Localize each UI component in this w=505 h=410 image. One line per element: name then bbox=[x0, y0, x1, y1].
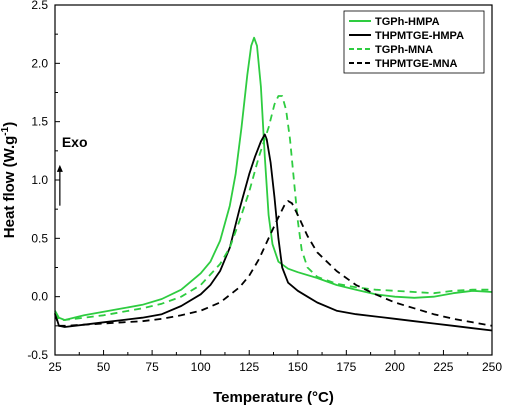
series-line-tgph-hmpa bbox=[54, 36, 493, 321]
legend: TGPh-HMPA THPMTGE-HMPA TGPh-MNA THPMTGE-MNA bbox=[343, 10, 485, 74]
y-tick-label: 1.5 bbox=[31, 115, 48, 129]
exo-label: Exo bbox=[62, 134, 88, 150]
y-axis-title-main: Heat flow (W.g bbox=[1, 136, 18, 239]
x-tick-label: 100 bbox=[191, 360, 211, 374]
x-tick-label: 25 bbox=[48, 360, 62, 374]
legend-entry: TGPh-HMPA bbox=[375, 16, 440, 28]
x-tick-label: 75 bbox=[145, 360, 159, 374]
y-axis-title-sup: -1 bbox=[0, 126, 11, 135]
legend-entry: TGPh-MNA bbox=[375, 44, 433, 56]
legend-entry: THPMTGE-MNA bbox=[375, 58, 458, 70]
series-line-tgph-mna bbox=[54, 95, 492, 321]
exo-annotation: Exo bbox=[56, 134, 88, 206]
series-line-thpmtge-mna bbox=[54, 200, 493, 327]
y-tick-label: 1.0 bbox=[31, 173, 48, 187]
series-layer bbox=[54, 36, 493, 332]
y-tick-label: 2.5 bbox=[31, 0, 48, 12]
y-axis-title-close: ) bbox=[1, 122, 18, 127]
x-tick-label: 250 bbox=[482, 360, 502, 374]
x-tick-label: 50 bbox=[97, 360, 111, 374]
x-axis-title: Temperature (°C) bbox=[213, 389, 334, 406]
exo-arrowhead-icon bbox=[56, 164, 63, 172]
y-tick-label: 2.0 bbox=[31, 56, 48, 70]
y-tick-label: -0.5 bbox=[27, 348, 48, 362]
y-axis-title: Heat flow (W.g-1) bbox=[0, 122, 18, 238]
y-tick-label: 0.0 bbox=[31, 290, 48, 304]
legend-entry: THPMTGE-HMPA bbox=[375, 30, 464, 42]
x-tick-label: 150 bbox=[288, 360, 308, 374]
x-tick-label: 200 bbox=[385, 360, 405, 374]
series-line-thpmtge-hmpa bbox=[54, 133, 493, 332]
x-tick-label: 175 bbox=[336, 360, 356, 374]
x-tick-label: 225 bbox=[433, 360, 453, 374]
y-tick-label: 0.5 bbox=[31, 231, 48, 245]
x-tick-label: 125 bbox=[239, 360, 259, 374]
